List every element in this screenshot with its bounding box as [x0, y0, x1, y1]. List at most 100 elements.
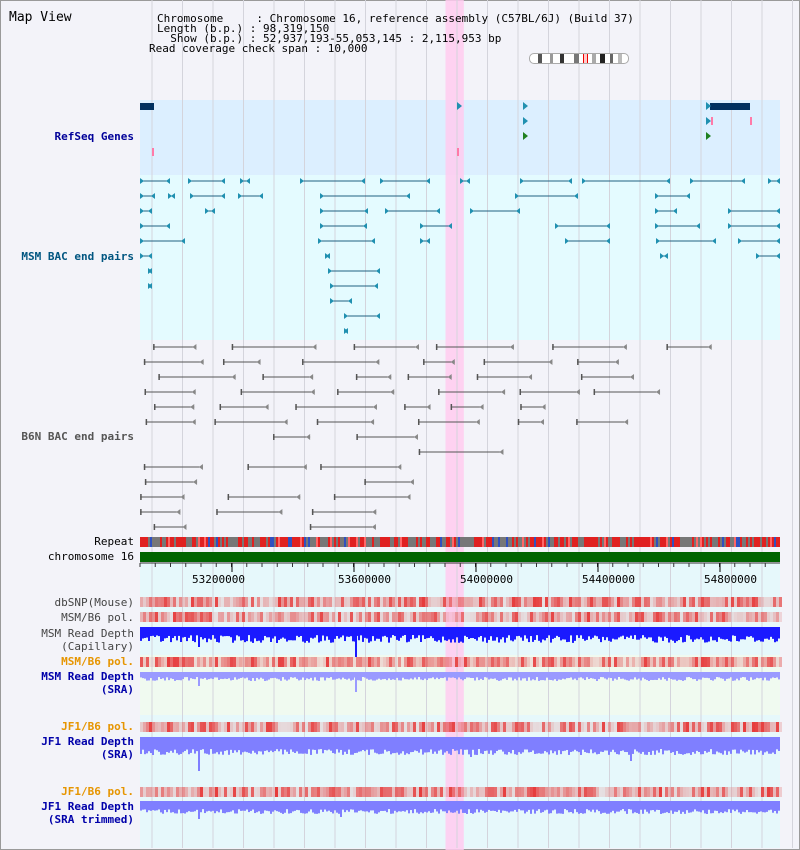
polymorphism-bin [257, 597, 260, 607]
polymorphism-bin [503, 722, 506, 732]
polymorphism-bin [704, 787, 707, 797]
polymorphism-bin [704, 597, 707, 607]
polymorphism-bin [386, 657, 389, 667]
b6n-bac-end [375, 359, 380, 365]
read-depth-bin [548, 737, 550, 755]
polymorphism-bin [767, 597, 770, 607]
polymorphism-bin [533, 787, 536, 797]
read-depth-bin [464, 672, 466, 680]
msm-bac-end [320, 223, 324, 229]
info-chromosome: Chromosome : Chromosome 16, reference as… [157, 12, 634, 25]
read-depth-bin [280, 672, 282, 681]
read-depth-bin [632, 801, 634, 814]
polymorphism-bin [722, 787, 725, 797]
read-depth-bin [620, 672, 622, 679]
read-depth-bin [770, 737, 772, 754]
b6n-bac-end [140, 494, 142, 500]
polymorphism-bin [536, 722, 539, 732]
read-depth-bin [456, 737, 458, 751]
polymorphism-bin [506, 787, 509, 797]
polymorphism-bin [749, 612, 752, 622]
polymorphism-bin [647, 612, 650, 622]
read-depth-bin [680, 737, 682, 755]
read-depth-bin [668, 737, 670, 751]
repeat-element [568, 537, 570, 547]
polymorphism-bin [410, 722, 413, 732]
read-depth-bin [734, 672, 736, 681]
repeat-element [690, 537, 692, 547]
polymorphism-bin [182, 612, 185, 622]
gene-arrow [706, 117, 711, 125]
read-depth-bin [220, 627, 222, 636]
polymorphism-bin [542, 612, 545, 622]
read-depth-bin [390, 627, 392, 638]
read-depth-bin [622, 737, 624, 751]
repeat-element [562, 537, 564, 547]
read-depth-bin [448, 801, 450, 811]
read-depth-bin [508, 737, 510, 753]
repeat-element [632, 537, 634, 547]
read-depth-bin [158, 737, 160, 752]
read-depth-bin [386, 672, 388, 681]
read-depth-bin [518, 672, 520, 678]
polymorphism-bin [413, 657, 416, 667]
read-depth-bin [182, 672, 184, 680]
repeat-element [594, 537, 596, 547]
read-depth-bin [342, 672, 344, 678]
polymorphism-bin [581, 787, 584, 797]
read-depth-bin [240, 627, 242, 641]
polymorphism-bin [152, 597, 155, 607]
polymorphism-bin [389, 612, 392, 622]
polymorphism-bin [428, 597, 431, 607]
read-depth-bin [648, 737, 650, 752]
polymorphism-bin [170, 722, 173, 732]
polymorphism-bin [620, 597, 623, 607]
msm-bac-end [516, 208, 520, 214]
polymorphism-bin [629, 612, 632, 622]
read-depth-bin [672, 672, 674, 680]
read-depth-bin [706, 672, 708, 678]
read-depth-bin [250, 672, 252, 681]
read-depth-bin [228, 627, 230, 637]
polymorphism-bin [269, 722, 272, 732]
read-depth-bin [430, 737, 432, 750]
read-depth-bin [404, 801, 406, 812]
repeat-element [768, 537, 770, 547]
read-depth-bin [440, 672, 442, 678]
read-depth-bin [144, 672, 146, 679]
polymorphism-bin [734, 787, 737, 797]
read-depth-bin [410, 737, 412, 753]
polymorphism-bin [233, 787, 236, 797]
polymorphism-bin [224, 722, 227, 732]
read-depth-bin [448, 627, 450, 640]
read-depth-bin [254, 737, 256, 753]
polymorphism-bin [197, 657, 200, 667]
read-depth-bin [694, 672, 696, 680]
read-depth-bin [680, 672, 682, 681]
chromosome-ideogram[interactable] [529, 53, 629, 64]
read-depth-bin [266, 672, 268, 681]
read-depth-bin [320, 627, 322, 642]
polymorphism-bin [170, 597, 173, 607]
msm-bac-end [140, 238, 144, 244]
polymorphism-bin [383, 597, 386, 607]
polymorphism-bin [497, 597, 500, 607]
polymorphism-bin [356, 657, 359, 667]
read-depth-bin [488, 737, 490, 754]
read-depth-bin [308, 737, 310, 750]
repeat-element [606, 537, 608, 547]
read-depth-bin [502, 672, 504, 679]
read-depth-bin [188, 801, 190, 812]
polymorphism-bin [539, 722, 542, 732]
repeat-element [674, 537, 676, 547]
read-depth-bin [294, 737, 296, 753]
polymorphism-bin [674, 787, 677, 797]
read-depth-bin [270, 801, 272, 814]
repeat-element [342, 537, 344, 547]
repeat-element [496, 537, 498, 547]
repeat-element [538, 537, 540, 547]
polymorphism-bin [566, 597, 569, 607]
repeat-element [502, 537, 504, 547]
b6n-bac-end [371, 524, 376, 530]
